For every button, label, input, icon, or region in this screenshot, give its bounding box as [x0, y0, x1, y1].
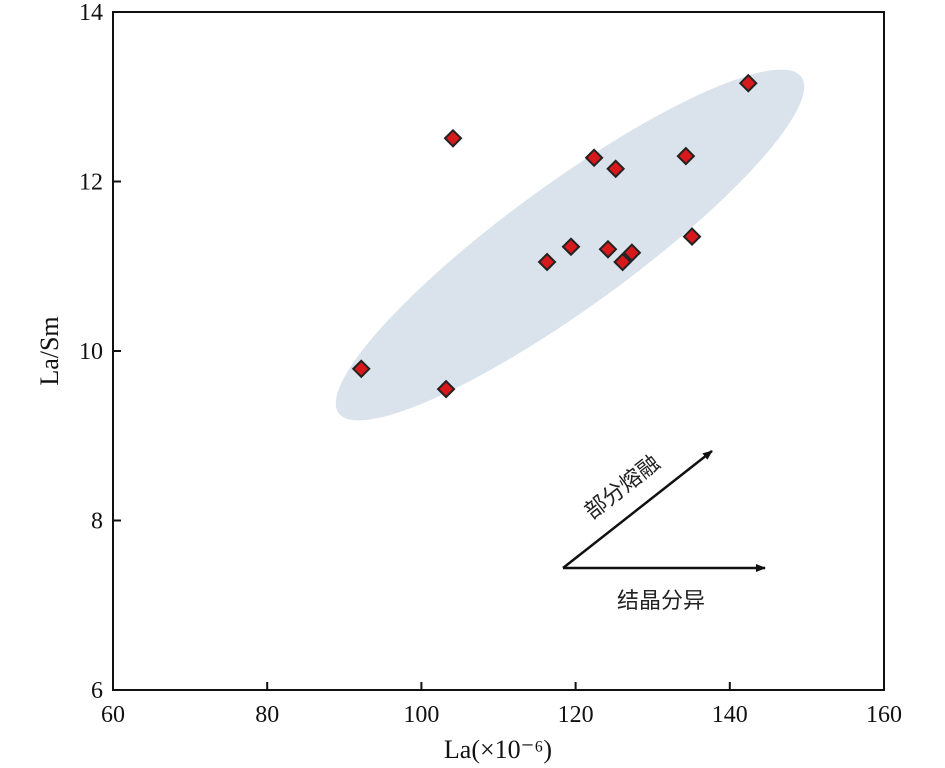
- x-tick-label: 120: [558, 702, 594, 728]
- data-points: [351, 73, 758, 399]
- y-tick-label: 12: [79, 170, 103, 196]
- data-point: [537, 252, 557, 272]
- x-axis: 60 80 100 120 140 160: [101, 682, 902, 728]
- x-tick-label: 60: [101, 702, 125, 728]
- data-point: [606, 159, 626, 179]
- data-point: [622, 243, 642, 263]
- x-tick-label: 100: [403, 702, 439, 728]
- y-tick-label: 14: [79, 0, 103, 26]
- data-point: [676, 146, 696, 166]
- y-tick-label: 8: [91, 509, 103, 535]
- x-tick-label: 80: [255, 702, 279, 728]
- y-axis-label: La/Sm: [35, 316, 64, 385]
- data-point: [682, 227, 702, 247]
- y-tick-label: 10: [79, 339, 103, 365]
- data-point: [436, 379, 456, 399]
- x-tick-label: 160: [866, 702, 902, 728]
- data-point: [738, 73, 758, 93]
- partial-melting-arrow: [562, 450, 713, 569]
- y-tick-label: 6: [91, 678, 103, 704]
- data-point: [584, 148, 604, 168]
- data-point: [443, 128, 463, 148]
- x-tick-label: 140: [712, 702, 748, 728]
- data-point: [561, 237, 581, 257]
- data-point: [598, 239, 618, 259]
- data-point: [351, 359, 371, 379]
- data-point: [613, 252, 633, 272]
- partial-melting-label: 部分熔融: [580, 451, 665, 525]
- y-axis: 6 8 10 12 14: [79, 0, 121, 704]
- x-axis-label: La(×10⁻⁶): [444, 735, 552, 764]
- fractional-crystallization-label: 结晶分异: [617, 589, 705, 614]
